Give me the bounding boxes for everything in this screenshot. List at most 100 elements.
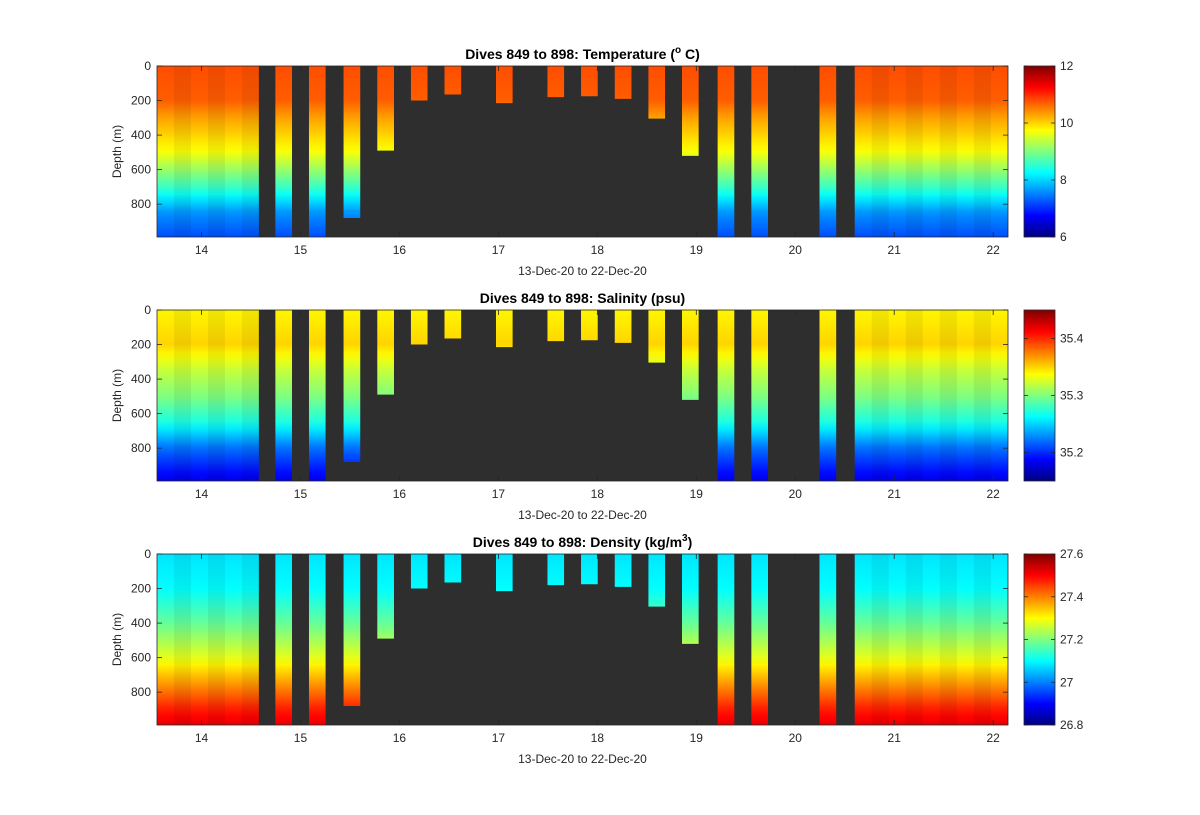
colorbar-gradient — [1023, 65, 1056, 238]
dive-profile-1 — [275, 310, 293, 481]
x-tick-label: 20 — [789, 243, 803, 257]
dive-profile-2 — [308, 310, 326, 481]
axes-frame — [156, 553, 1009, 726]
x-tick-label: 15 — [294, 487, 308, 501]
colorbar-tick-label: 8 — [1060, 173, 1067, 187]
y-tick-label: 600 — [131, 651, 151, 665]
dive-stripe — [905, 310, 923, 481]
x-tick-label: 16 — [393, 243, 407, 257]
colorbar-tick-label: 27.4 — [1060, 590, 1084, 604]
x-tick-label: 22 — [986, 243, 1000, 257]
colorbar-tick-label: 35.4 — [1060, 332, 1084, 346]
colorbar-tick-label: 27 — [1060, 675, 1074, 689]
dive-profile-3 — [343, 310, 361, 462]
dive-stripe — [973, 66, 991, 237]
dive-profile-4 — [377, 66, 394, 151]
dive-profile-5 — [410, 310, 428, 345]
dive-stripe — [871, 66, 889, 237]
chart-title: Dives 849 to 898: Temperature (o C) — [465, 45, 700, 62]
dive-block-2 — [854, 310, 1008, 481]
y-tick-label: 800 — [131, 685, 151, 699]
x-axis-label: 13-Dec-20 to 22-Dec-20 — [518, 752, 647, 766]
colorbar-tick-label: 10 — [1060, 116, 1074, 130]
dive-profile-3 — [343, 554, 361, 706]
dive-stripe — [173, 310, 191, 481]
y-tick-label: 600 — [131, 163, 151, 177]
dive-stripe — [905, 66, 923, 237]
colorbar-tick-label: 27.6 — [1060, 547, 1084, 561]
x-tick-label: 19 — [690, 731, 704, 745]
dive-profile-6 — [444, 66, 462, 95]
y-tick-label: 400 — [131, 128, 151, 142]
x-tick-label: 18 — [591, 243, 605, 257]
x-tick-label: 17 — [492, 731, 506, 745]
dive-profile-8 — [547, 554, 565, 586]
dive-profile-9 — [581, 554, 598, 585]
dive-profile-13 — [717, 66, 735, 237]
y-axis-label: Depth (m) — [110, 369, 124, 422]
dive-profile-1 — [275, 554, 293, 725]
chart-title: Dives 849 to 898: Density (kg/m3) — [473, 533, 693, 550]
colorbar-tick-label: 35.2 — [1060, 446, 1084, 460]
x-tick-label: 22 — [986, 731, 1000, 745]
x-tick-label: 20 — [789, 487, 803, 501]
dive-stripe — [973, 310, 991, 481]
y-axis-label: Depth (m) — [110, 125, 124, 178]
colorbar: 26.8 27 27.2 27.4 27.6 — [1023, 547, 1084, 732]
y-tick-label: 200 — [131, 94, 151, 108]
dive-profile-2 — [308, 554, 326, 725]
dive-stripe — [939, 554, 957, 725]
dive-profile-13 — [717, 554, 735, 725]
dive-profile-10 — [614, 66, 632, 99]
x-tick-label: 14 — [195, 243, 209, 257]
x-tick-label: 22 — [986, 487, 1000, 501]
dive-profile-13 — [717, 310, 735, 481]
dive-stripe — [207, 66, 225, 237]
dive-profile-12 — [681, 66, 699, 156]
dive-profile-6 — [444, 310, 462, 339]
panel-1: 14 15 16 17 18 19 20 21 22 0 200 400 600 800 Dives 849… — [110, 45, 1074, 278]
dive-stripe — [939, 66, 957, 237]
y-tick-label: 200 — [131, 338, 151, 352]
dive-stripe — [207, 554, 225, 725]
x-axis-label: 13-Dec-20 to 22-Dec-20 — [518, 508, 647, 522]
dive-profile-8 — [547, 66, 565, 98]
panel-3: 14 15 16 17 18 19 20 21 22 0 200 400 600 800 Dives 849… — [110, 533, 1084, 766]
dive-block-1 — [157, 554, 259, 725]
dive-profile-2 — [308, 66, 326, 237]
y-tick-label: 0 — [144, 59, 151, 73]
colorbar-gradient — [1023, 309, 1056, 482]
colorbar: 6 8 10 12 — [1023, 59, 1074, 244]
x-axis-label: 13-Dec-20 to 22-Dec-20 — [518, 264, 647, 278]
dive-profile-7 — [495, 554, 513, 592]
dive-stripe — [173, 554, 191, 725]
x-tick-label: 14 — [195, 487, 209, 501]
y-tick-label: 200 — [131, 582, 151, 596]
dive-profile-4 — [377, 554, 394, 639]
y-tick-label: 800 — [131, 441, 151, 455]
dive-profile-6 — [444, 554, 462, 583]
dive-stripe — [207, 310, 225, 481]
x-tick-label: 21 — [888, 243, 902, 257]
colorbar-tick-label: 26.8 — [1060, 718, 1084, 732]
y-tick-label: 400 — [131, 372, 151, 386]
dive-profile-10 — [614, 554, 632, 587]
x-tick-label: 16 — [393, 487, 407, 501]
dive-profile-14 — [751, 66, 769, 237]
dive-profile-11 — [648, 310, 666, 363]
colorbar-tick-label: 27.2 — [1060, 633, 1084, 647]
x-tick-label: 14 — [195, 731, 209, 745]
dive-profile-4 — [377, 310, 394, 395]
y-tick-label: 0 — [144, 547, 151, 561]
dive-profile-1 — [275, 66, 293, 237]
dive-block-2 — [854, 554, 1008, 725]
dive-profile-5 — [410, 66, 428, 101]
panel-2: 14 15 16 17 18 19 20 21 22 0 200 400 600 800 Dives 849… — [110, 290, 1084, 522]
dive-profile-15 — [819, 554, 837, 725]
dive-stripe — [173, 66, 191, 237]
dive-stripe — [241, 66, 259, 237]
dive-stripe — [973, 554, 991, 725]
dive-stripe — [871, 554, 889, 725]
x-tick-label: 17 — [492, 487, 506, 501]
axes-frame — [156, 309, 1009, 482]
